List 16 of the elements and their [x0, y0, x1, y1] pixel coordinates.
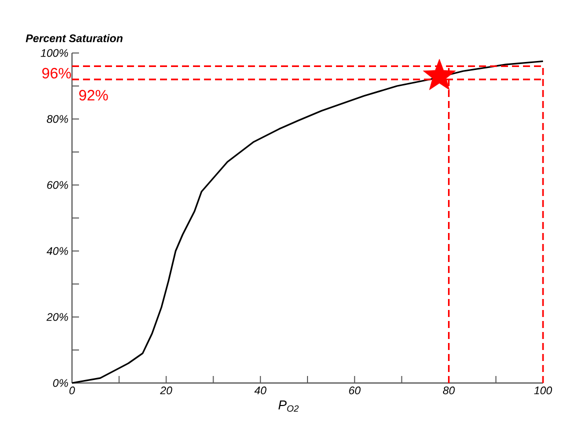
ref-line-label: 96% — [42, 68, 71, 78]
x-tick-label: 60 — [349, 386, 361, 394]
y-tick-label: 20% — [46, 313, 68, 321]
y-tick-label: 100% — [40, 49, 68, 57]
y-tick-label: 0% — [53, 379, 68, 387]
x-axis-title: P$_{O2}$ — [278, 400, 299, 412]
x-tick-label: 0 — [69, 386, 75, 394]
x-tick-label: 20 — [160, 386, 172, 394]
x-tick-label: 100 — [534, 386, 552, 394]
y-tick-label: 40% — [46, 247, 68, 255]
x-tick-label: 80 — [442, 386, 455, 394]
ref-line-label: 92% — [79, 90, 108, 100]
y-tick-label: 60% — [47, 181, 68, 189]
y-axis-title: Percent Saturation — [26, 34, 123, 42]
y-tick-label: 80% — [46, 115, 68, 123]
x-tick-label: 40 — [254, 386, 266, 394]
